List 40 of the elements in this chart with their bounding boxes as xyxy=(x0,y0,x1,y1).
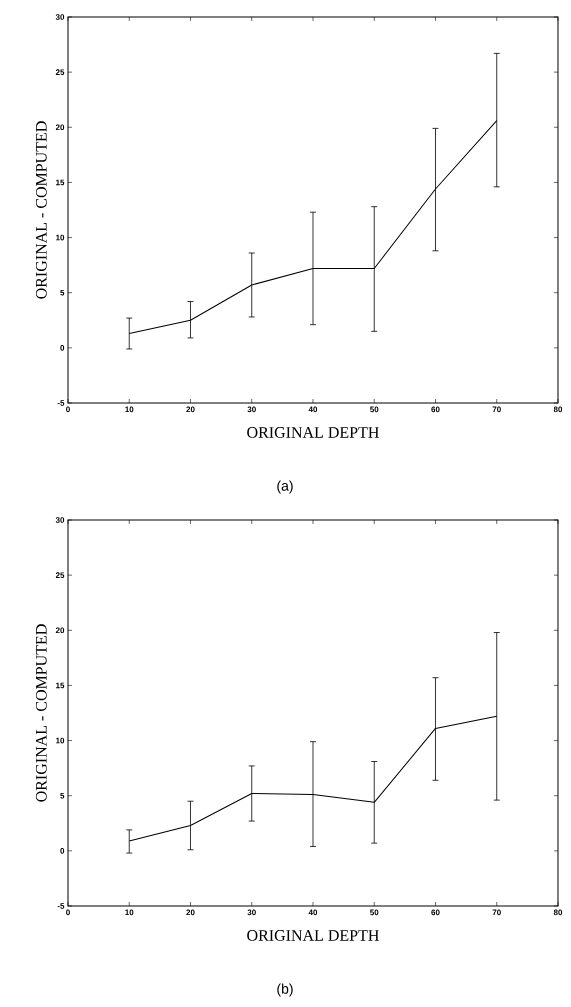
y-tick-label: 10 xyxy=(56,234,65,241)
y-tick-label: 0 xyxy=(60,848,65,854)
x-tick-label: 70 xyxy=(492,909,501,916)
x-tick-label: 30 xyxy=(247,406,256,413)
y-tick-label: 20 xyxy=(55,627,65,634)
y-tick-label: 15 xyxy=(56,179,65,186)
y-tick-label: 25 xyxy=(55,69,65,75)
y-tick-label: 30 xyxy=(55,517,65,523)
x-axis-title: ORIGINAL DEPTH xyxy=(247,427,379,438)
x-tick-label: 40 xyxy=(308,909,318,916)
x-tick-label: 10 xyxy=(125,909,134,916)
y-tick-label: 30 xyxy=(55,14,65,20)
y-tick-label: 20 xyxy=(55,124,65,131)
y-tick-label: 10 xyxy=(56,737,65,744)
x-tick-label: 60 xyxy=(431,909,440,916)
y-tick-label: 0 xyxy=(60,345,65,351)
x-tick-label: 80 xyxy=(553,909,563,916)
x-tick-label: 50 xyxy=(370,909,379,916)
y-tick-label: -5 xyxy=(57,903,65,909)
x-tick-label: 20 xyxy=(186,406,195,413)
text: (a) xyxy=(277,480,293,494)
y-axis-title: ORIGINAL - COMPUTED xyxy=(35,121,47,299)
y-tick-label: -5 xyxy=(57,400,65,406)
x-tick-label: 60 xyxy=(431,406,440,413)
text: (b) xyxy=(277,983,293,997)
y-tick-label: 15 xyxy=(56,682,65,689)
y-axis-title: ORIGINAL - COMPUTED xyxy=(35,624,47,802)
x-tick-label: 20 xyxy=(186,909,195,916)
y-tick-label: 5 xyxy=(60,289,65,296)
y-tick-label: 25 xyxy=(55,572,65,578)
x-tick-label: 80 xyxy=(553,406,563,413)
x-tick-label: 0 xyxy=(66,406,70,413)
x-tick-label: 40 xyxy=(308,406,318,413)
y-tick-label: 5 xyxy=(60,792,65,799)
x-tick-label: 10 xyxy=(125,406,134,413)
x-tick-label: 0 xyxy=(66,909,70,916)
x-tick-label: 30 xyxy=(247,909,256,916)
x-tick-label: 50 xyxy=(370,406,379,413)
x-axis-title: ORIGINAL DEPTH xyxy=(247,930,379,941)
x-tick-label: 70 xyxy=(492,406,501,413)
